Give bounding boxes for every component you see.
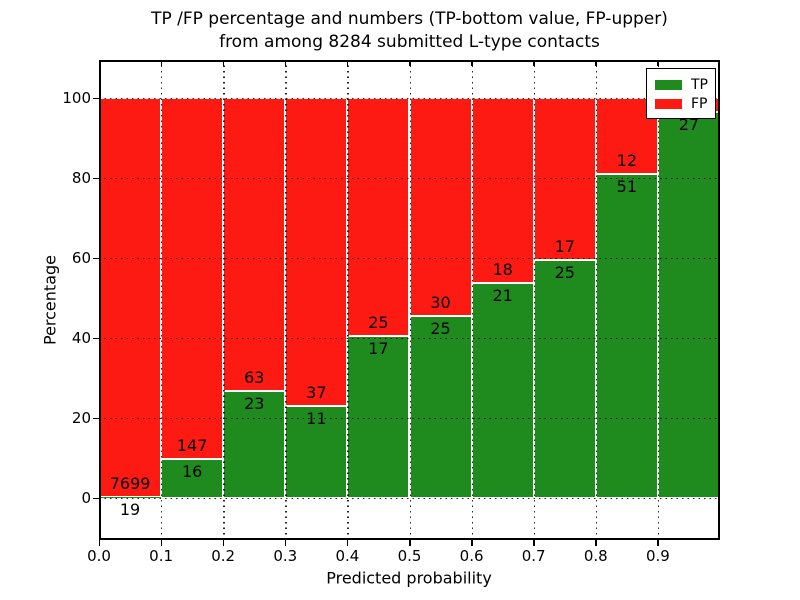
- y-tick-mark-40: [93, 337, 99, 340]
- gridline-x-0.5: [409, 60, 411, 540]
- y-tick-label-40: 40: [71, 329, 91, 347]
- legend-entry-fp: FP: [655, 94, 708, 113]
- bar-label-fp-1: 147: [176, 435, 208, 455]
- y-tick-mark-60: [93, 257, 99, 260]
- bar-label-tp-6: 21: [492, 285, 513, 305]
- x-tick-mark-top-0.5: [409, 60, 411, 66]
- bar-segment-fp-5: [409, 98, 472, 317]
- x-tick-mark-0.4: [346, 540, 349, 546]
- y-tick-mark-100: [93, 97, 99, 100]
- x-tick-label-0.7: 0.7: [521, 547, 546, 565]
- y-tick-mark-20: [93, 417, 99, 420]
- bar-label-tp-7: 25: [554, 262, 575, 282]
- x-tick-mark-0.5: [409, 540, 411, 546]
- gridline-x-0.2: [223, 60, 225, 540]
- chart-title-line-2: from among 8284 submitted L-type contact…: [219, 32, 600, 52]
- bar-label-fp-8: 12: [616, 151, 638, 171]
- x-tick-mark-0.8: [595, 540, 597, 546]
- x-tick-mark-top-0.8: [595, 60, 597, 66]
- bar-label-tp-4: 17: [368, 339, 389, 359]
- bar-segment-tp-9: [657, 112, 720, 498]
- bar-segment-tp-0: [99, 497, 162, 498]
- x-axis-label: Predicted probability: [326, 568, 492, 588]
- bar-label-tp-9: 27: [678, 115, 700, 135]
- chart-title: TP /FP percentage and numbers (TP-bottom…: [99, 8, 720, 54]
- x-tick-label-0.9: 0.9: [645, 547, 670, 565]
- x-tick-label-0.5: 0.5: [397, 547, 422, 565]
- x-tick-mark-0.7: [533, 540, 535, 546]
- x-tick-mark-top-0.0: [98, 60, 101, 66]
- y-tick-label-100: 100: [62, 89, 91, 107]
- x-tick-mark-top-0.7: [533, 60, 535, 66]
- y-tick-mark-0: [93, 497, 99, 500]
- x-tick-mark-0.3: [284, 540, 287, 546]
- x-tick-label-0.4: 0.4: [335, 547, 360, 565]
- bar-label-fp-7: 17: [554, 236, 575, 256]
- bar-label-fp-4: 25: [368, 313, 389, 333]
- bar-label-tp-5: 25: [430, 319, 451, 339]
- plot-area: TP FP 7699 19 147 16 63 23 37 11 25 17 30 25 18 21 17 2…: [99, 60, 720, 540]
- x-tick-mark-0.6: [471, 540, 473, 546]
- y-tick-label-20: 20: [71, 409, 91, 427]
- bar-label-fp-0: 7699: [109, 474, 151, 493]
- chart-title-line-1: TP /FP percentage and numbers (TP-bottom…: [151, 9, 668, 29]
- x-tick-label-0.1: 0.1: [149, 547, 174, 565]
- y-tick-label-80: 80: [71, 169, 91, 187]
- bar-label-fp-5: 30: [430, 293, 451, 313]
- bar-label-tp-0: 19: [119, 500, 141, 519]
- bar-segment-tp-8: [595, 174, 658, 498]
- bar-segment-fp-4: [347, 98, 410, 337]
- fp-legend-swatch-icon: [655, 98, 682, 109]
- y-tick-label-0: 0: [81, 489, 91, 507]
- x-tick-mark-top-0.9: [657, 60, 659, 66]
- gridline-x-0.1: [161, 60, 163, 540]
- bar-label-tp-2: 23: [244, 394, 265, 414]
- bar-segment-tp-5: [409, 316, 472, 498]
- y-tick-label-60: 60: [71, 249, 91, 267]
- bar-label-tp-1: 16: [181, 461, 203, 481]
- tp-legend-label: TP: [691, 76, 708, 93]
- x-tick-label-0.3: 0.3: [273, 547, 298, 565]
- gridline-x-0.8: [595, 60, 598, 540]
- x-tick-mark-0.9: [657, 540, 659, 546]
- bar-segment-tp-7: [533, 259, 596, 498]
- x-tick-label-0.0: 0.0: [87, 547, 111, 565]
- x-tick-mark-top-0.3: [284, 60, 287, 66]
- x-tick-mark-0.1: [160, 540, 163, 546]
- x-tick-label-0.6: 0.6: [459, 547, 484, 565]
- gridline-x-0.7: [533, 60, 536, 540]
- x-tick-mark-top-0.2: [222, 60, 225, 66]
- legend: TP FP: [646, 68, 716, 119]
- bar-segment-fp-6: [471, 98, 534, 283]
- fp-legend-label: FP: [691, 95, 708, 112]
- x-tick-label-0.2: 0.2: [211, 547, 236, 565]
- gridline-x-0.4: [347, 60, 349, 540]
- legend-entry-tp: TP: [655, 75, 708, 94]
- bar-label-fp-6: 18: [492, 259, 513, 279]
- x-tick-mark-0.2: [222, 540, 225, 546]
- gridline-x-0.6: [471, 60, 473, 540]
- x-tick-mark-top-0.1: [160, 60, 163, 66]
- bar-segment-tp-6: [471, 282, 534, 498]
- tp-legend-swatch-icon: [655, 79, 682, 90]
- x-tick-mark-top-0.6: [471, 60, 473, 66]
- bar-label-fp-2: 63: [244, 368, 265, 388]
- x-tick-mark-top-0.4: [346, 60, 349, 66]
- bar-segment-fp-3: [285, 98, 348, 407]
- bar-segment-fp-2: [223, 98, 286, 392]
- bar-segment-fp-0: [99, 98, 162, 497]
- bar-label-tp-8: 51: [616, 177, 638, 197]
- bar-segment-tp-3: [285, 406, 348, 498]
- bar-segment-fp-1: [161, 98, 224, 459]
- x-tick-label-0.8: 0.8: [583, 547, 608, 565]
- bar-label-tp-3: 11: [306, 409, 327, 429]
- x-tick-mark-0.0: [98, 540, 101, 546]
- y-tick-mark-80: [93, 177, 99, 180]
- bar-label-fp-3: 37: [306, 383, 327, 403]
- gridline-x-0.9: [657, 60, 660, 540]
- gridline-x-0.3: [285, 60, 287, 540]
- bar-segment-tp-2: [223, 391, 286, 498]
